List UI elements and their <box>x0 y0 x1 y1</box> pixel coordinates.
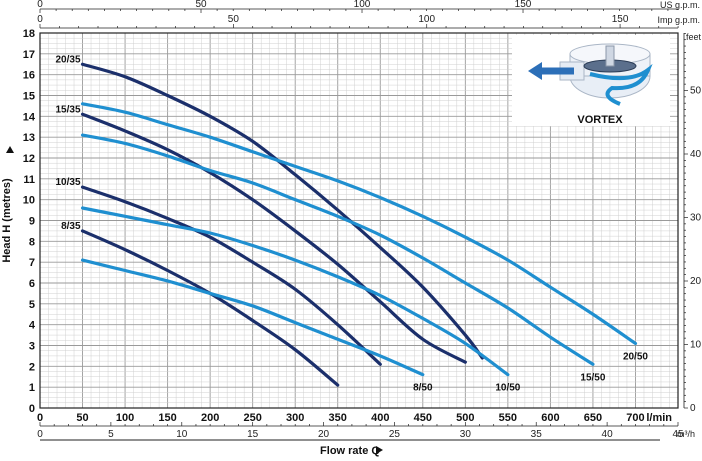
feet-tick-label: 30 <box>690 213 702 224</box>
x-tick-label: 700 <box>626 412 644 424</box>
series-line-15-35 <box>80 112 467 364</box>
series-line-20-35 <box>80 62 484 360</box>
series-line-15-50 <box>80 133 595 366</box>
imp-gpm-tick-label: 100 <box>418 14 435 25</box>
x-unit-label: l/min <box>646 412 672 424</box>
x-tick-label: 350 <box>329 412 347 424</box>
series-label-15-50: 15/50 <box>580 372 605 383</box>
series-label-10-35: 10/35 <box>56 177 81 188</box>
series-label-8-50: 8/50 <box>413 383 433 394</box>
m3h-tick-label: 10 <box>176 429 188 440</box>
y-tick-label: 5 <box>29 299 35 311</box>
m3h-tick-label: 40 <box>602 429 614 440</box>
m3h-tick-label: 30 <box>460 429 472 440</box>
imp-gpm-unit-label: Imp g.p.m. <box>657 15 700 25</box>
x-tick-label: 500 <box>456 412 474 424</box>
m3h-tick-label: 25 <box>389 429 401 440</box>
vortex-inset: VORTEX <box>512 35 670 126</box>
inset-label: VORTEX <box>577 114 623 126</box>
y-tick-label: 2 <box>29 361 35 373</box>
y-tick-label: 8 <box>29 236 35 248</box>
x-tick-label: 150 <box>158 412 176 424</box>
x-axis-title: Flow rate Q <box>320 445 380 457</box>
m3h-tick-label: 45 <box>672 429 684 440</box>
y-tick-label: 4 <box>29 320 36 332</box>
m3h-tick-label: 15 <box>247 429 259 440</box>
x-axis-arrow-icon <box>376 446 383 454</box>
m3h-tick-label: 0 <box>37 429 43 440</box>
series-lines <box>80 62 638 387</box>
imp-gpm-tick-label: 50 <box>228 14 240 25</box>
x-tick-label: 550 <box>499 412 517 424</box>
y-tick-label: 9 <box>29 216 35 228</box>
feet-unit-label: feet <box>686 32 702 42</box>
y-tick-label: 18 <box>23 28 35 40</box>
us-gpm-tick-label: 0 <box>37 0 43 10</box>
x-tick-label: 50 <box>76 412 88 424</box>
y-tick-label: 16 <box>23 70 35 82</box>
m3h-tick-label: 35 <box>531 429 543 440</box>
series-line-20-50 <box>80 102 638 346</box>
x-tick-label: 300 <box>286 412 304 424</box>
y-tick-label: 12 <box>23 153 35 165</box>
x-tick-label: 650 <box>584 412 602 424</box>
y-tick-label: 0 <box>29 403 35 415</box>
us-gpm-tick-label: 150 <box>515 0 532 10</box>
series-line-8-50 <box>80 258 425 377</box>
y-tick-label: 6 <box>29 278 35 290</box>
m3h-unit-label: m³/h <box>677 429 695 439</box>
series-label-20-35: 20/35 <box>56 54 81 65</box>
y-tick-label: 13 <box>23 132 35 144</box>
y-tick-label: 1 <box>29 382 35 394</box>
x-tick-label: 250 <box>243 412 261 424</box>
y-tick-label: 11 <box>23 174 35 186</box>
y-tick-label: 17 <box>23 49 35 61</box>
m3h-tick-label: 20 <box>318 429 330 440</box>
y-axis-arrow-icon <box>6 146 14 153</box>
series-label-20-50: 20/50 <box>623 351 648 362</box>
x-tick-label: 200 <box>201 412 219 424</box>
us-gpm-unit-label: US g.p.m. <box>660 0 700 10</box>
us-gpm-tick-label: 50 <box>195 0 207 10</box>
x-tick-label: 400 <box>371 412 389 424</box>
feet-tick-label: 10 <box>690 340 702 351</box>
series-label-15-35: 15/35 <box>56 104 81 115</box>
series-line-10-35 <box>80 185 382 366</box>
us-gpm-tick-label: 100 <box>354 0 371 10</box>
y-tick-label: 7 <box>29 257 35 269</box>
x-tick-label: 0 <box>37 412 43 424</box>
series-line-10-50 <box>80 206 510 377</box>
y-tick-label: 3 <box>29 341 35 353</box>
imp-gpm-tick-label: 0 <box>37 14 43 25</box>
y-tick-label: 15 <box>23 91 35 103</box>
x-tick-label: 450 <box>414 412 432 424</box>
feet-tick-label: 40 <box>690 149 702 160</box>
m3h-tick-label: 5 <box>108 429 114 440</box>
x-tick-label: 600 <box>541 412 559 424</box>
series-label-10-50: 10/50 <box>495 383 520 394</box>
feet-tick-label: 50 <box>690 86 702 97</box>
y-axis-title: Head H (metres) <box>1 178 13 263</box>
x-tick-label: 100 <box>116 412 134 424</box>
feet-tick-label: 20 <box>690 276 702 287</box>
imp-gpm-tick-label: 150 <box>612 14 629 25</box>
series-labels: 20/35 15/35 10/35 8/35 20/50 15/50 10/50 8/50 <box>56 54 649 393</box>
feet-tick-label: 0 <box>690 403 696 414</box>
vortex-impeller-icon <box>528 43 653 106</box>
y-tick-label: 10 <box>23 195 35 207</box>
series-label-8-35: 8/35 <box>61 221 81 232</box>
plot-frame <box>39 32 679 409</box>
y-tick-label: 14 <box>23 111 36 123</box>
